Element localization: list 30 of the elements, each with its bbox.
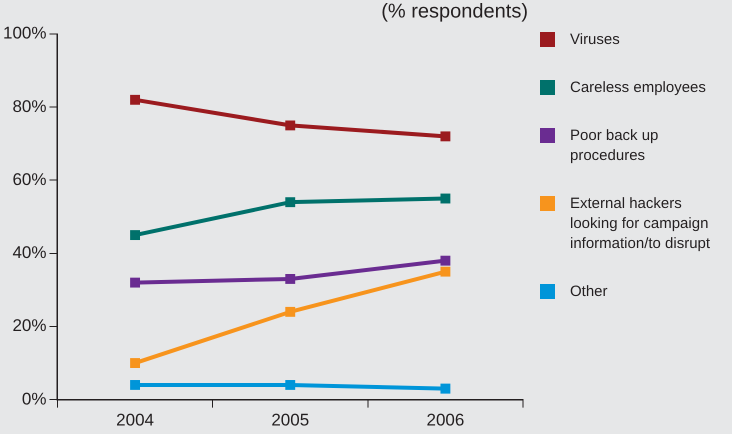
y-tick-label: 60% <box>12 170 46 189</box>
y-tick-label: 100% <box>2 24 46 43</box>
point <box>130 94 140 105</box>
point <box>440 131 450 142</box>
point <box>130 380 140 390</box>
point <box>130 358 140 368</box>
point <box>440 384 450 394</box>
point <box>285 380 296 390</box>
legend-label: Careless employees <box>570 78 707 98</box>
point <box>130 230 140 240</box>
point <box>440 266 450 277</box>
point <box>285 274 296 284</box>
legend-label: Viruses <box>570 30 621 50</box>
y-tick-label: 0% <box>22 389 46 408</box>
x-tick-label: 2004 <box>116 410 154 430</box>
y-tick-label: 20% <box>12 316 46 336</box>
y-tick-label: 80% <box>12 96 46 116</box>
point <box>440 256 450 266</box>
legend-label: Other <box>570 282 609 302</box>
point <box>130 278 140 288</box>
x-tick-label: 2005 <box>271 410 310 430</box>
point <box>285 120 296 130</box>
point <box>285 197 296 208</box>
point <box>285 306 296 317</box>
chart-title: (% respondents) <box>381 0 528 23</box>
y-tick-label: 40% <box>12 243 46 262</box>
legend-label: Poor back up procedures <box>570 126 660 166</box>
legend-label: External hackers looking for campaign information/to disrupt <box>570 194 712 254</box>
point <box>440 194 450 204</box>
x-tick-label: 2006 <box>426 410 464 430</box>
